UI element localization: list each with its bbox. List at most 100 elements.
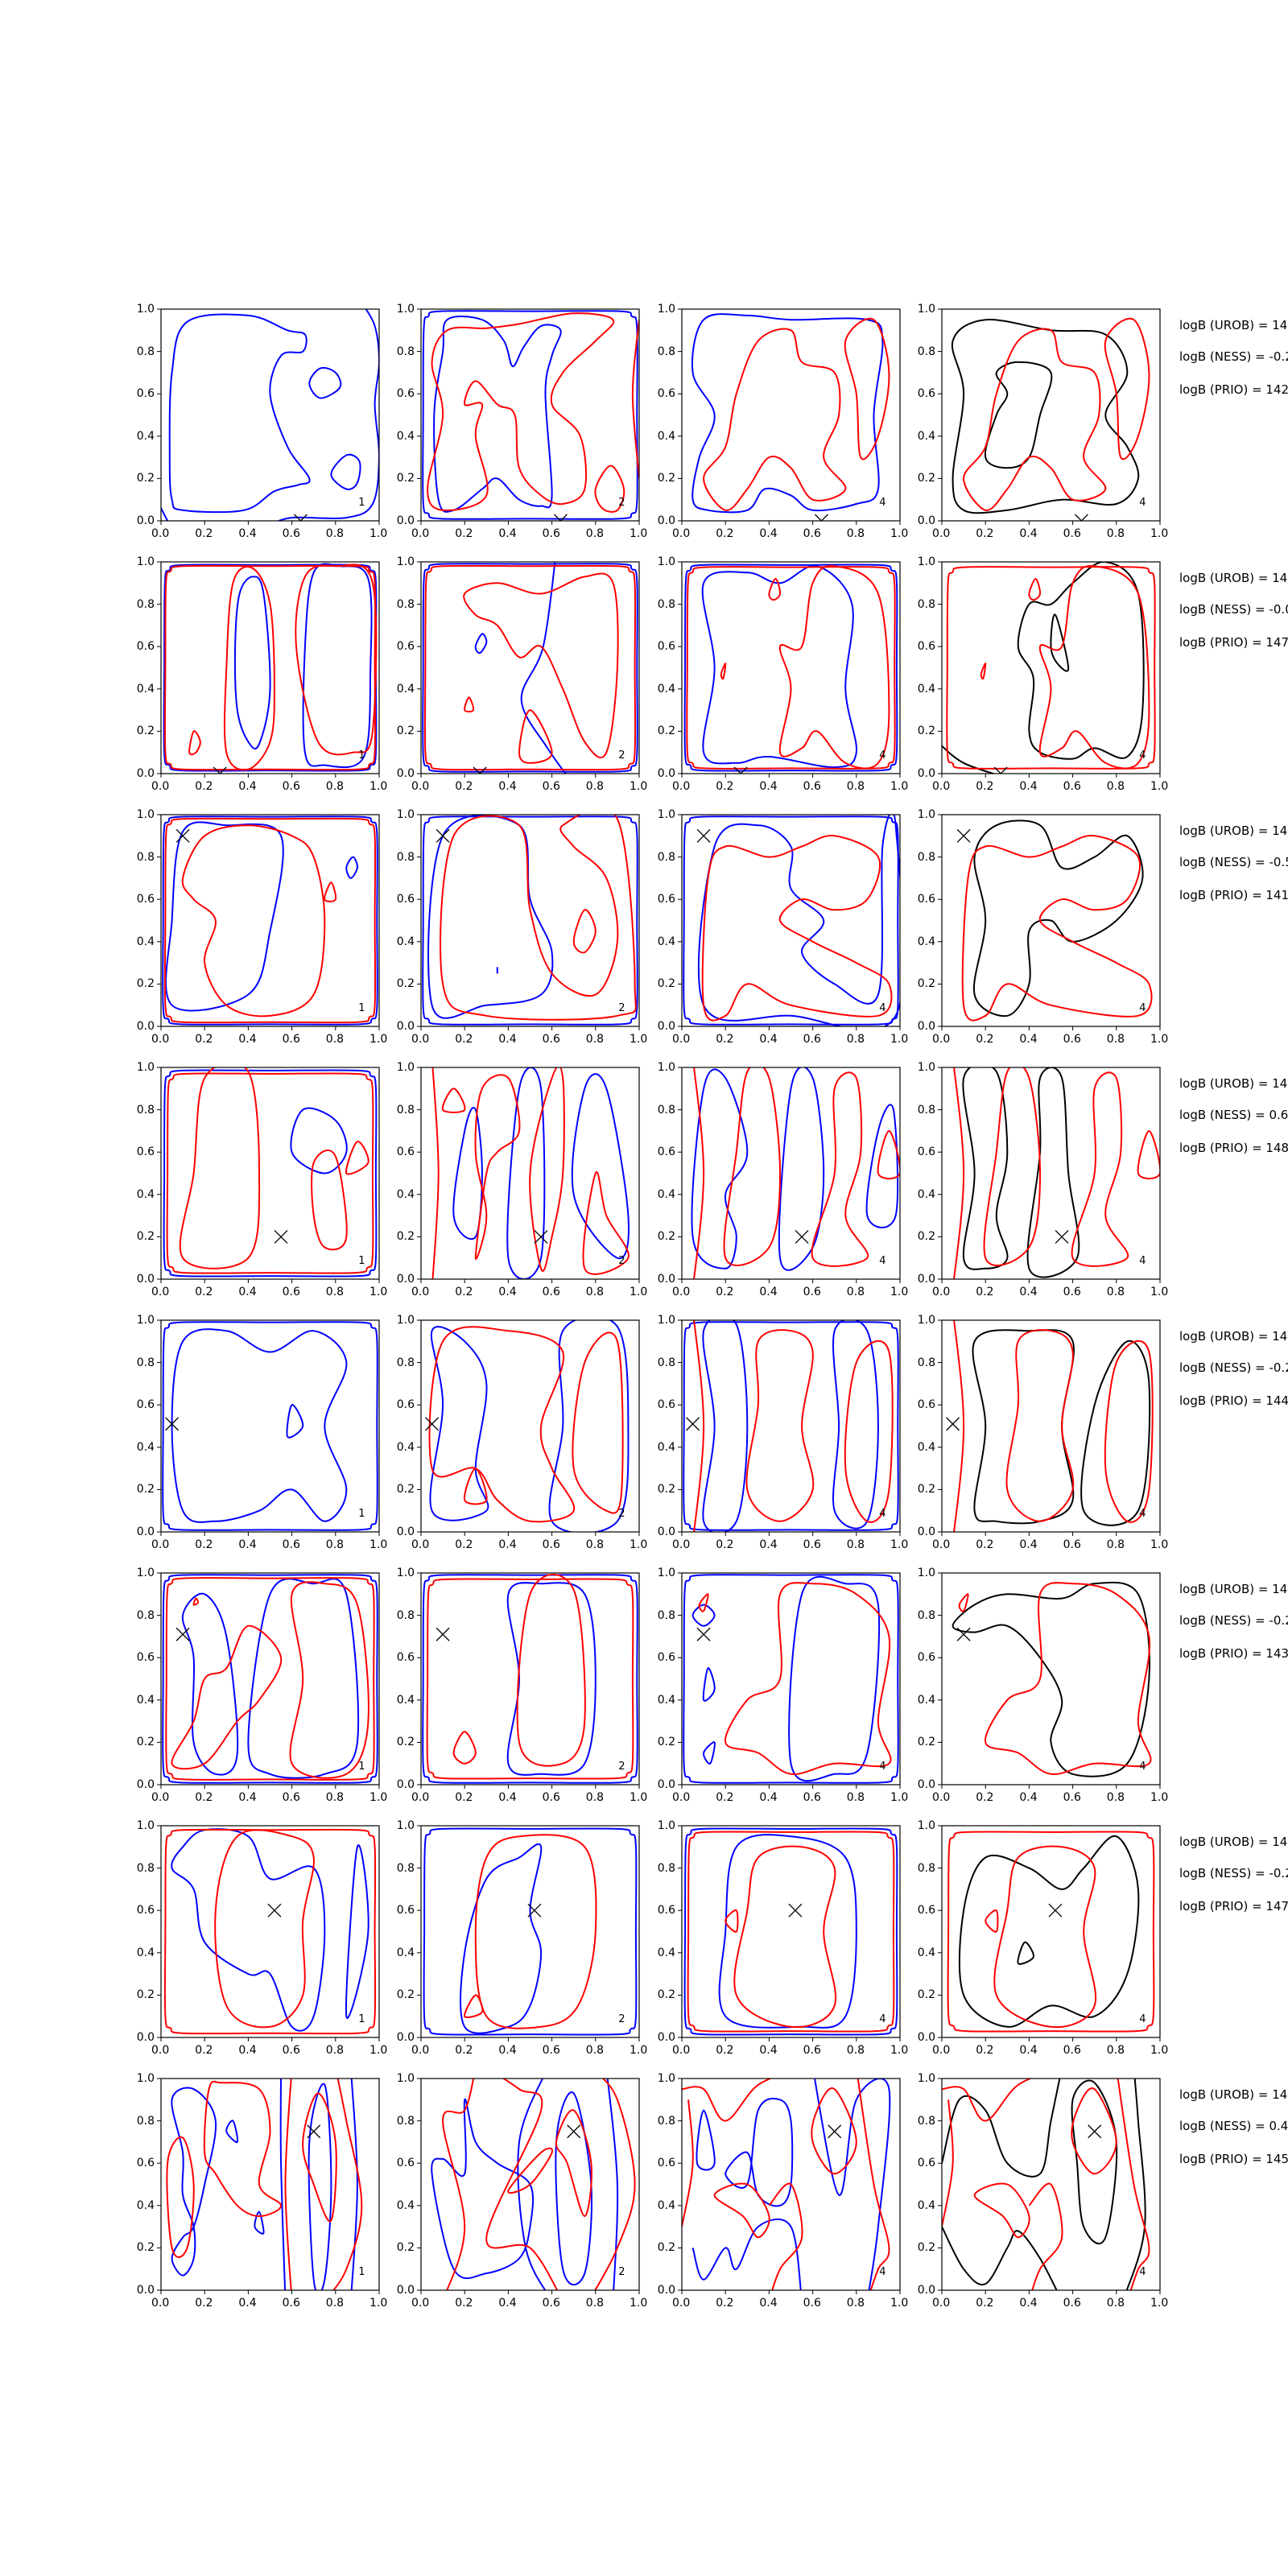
x-marker: [956, 1627, 971, 1641]
y-tick-label: 0.4: [657, 935, 675, 948]
black-contour-line: [942, 2079, 1061, 2178]
y-tick-label: 0.6: [657, 1398, 675, 1412]
y-tick-label: 0.2: [917, 1230, 935, 1244]
y-tick-label: 0.4: [917, 429, 935, 443]
red-contour-line: [713, 2182, 770, 2239]
blue-contour-line: [724, 2097, 794, 2207]
y-tick-label: 0.4: [917, 1946, 935, 1959]
axes-frame: [160, 1067, 380, 1280]
x-tick-label: 0.2: [976, 2297, 994, 2310]
black-contour-line: [1080, 1340, 1151, 1526]
red-contour-line: [555, 2109, 592, 2218]
y-tick-label: 0.4: [657, 1187, 675, 1201]
panel-number-label: 1: [358, 1255, 365, 1268]
x-tick-label: 0.4: [238, 1286, 257, 1298]
x-tick-label: 0.4: [498, 780, 517, 793]
blue-contour-line: [254, 2211, 265, 2235]
red-contour-line: [594, 464, 625, 513]
panel-number-label: 1: [358, 749, 365, 762]
y-tick-label: 0.0: [657, 514, 675, 527]
contour-panel: 0.0 0.2 0.4 0.6 0.8 1.0 0.0 0.2 0.4 0.6 0.8 1.0 4: [658, 303, 909, 539]
red-contour-line: [720, 663, 727, 680]
axes-frame: [160, 308, 380, 522]
y-tick-label: 0.6: [136, 1904, 155, 1918]
axes-frame: [941, 1825, 1161, 2038]
axes-frame: [681, 2078, 901, 2291]
y-tick-label: 0.2: [917, 2241, 935, 2255]
y-tick-label: 0.0: [136, 1020, 155, 1033]
x-marker: [165, 1417, 180, 1431]
blue-contour-line: [520, 562, 567, 774]
red-contour-line: [686, 566, 896, 770]
x-tick-label: 0.4: [238, 1791, 257, 1804]
y-tick-label: 1.0: [917, 2072, 935, 2085]
panel-number-label: 4: [1139, 1508, 1146, 1521]
x-tick-label: 0.8: [1106, 527, 1125, 540]
x-tick-label: 0.4: [759, 2297, 778, 2310]
plot-area: [417, 1067, 640, 1283]
plot-area: [417, 1825, 640, 2041]
plot-area: [938, 2078, 1161, 2294]
x-tick-label: 1.0: [369, 1033, 388, 1046]
y-tick-label: 0.6: [917, 1398, 935, 1412]
x-tick-label: 1.0: [890, 1286, 909, 1298]
y-tick-label: 0.0: [917, 1273, 935, 1286]
panel-number-label: 2: [618, 1002, 625, 1015]
red-contour-line: [324, 881, 337, 902]
red-contour-line: [485, 2079, 559, 2290]
red-contour-line: [778, 564, 890, 770]
logb-annotation: logB (NESS) = -0.0: [1179, 602, 1288, 617]
x-tick-label: 0.2: [716, 2297, 734, 2310]
red-contour-line: [516, 1573, 586, 1767]
x-marker: [993, 766, 1008, 774]
x-tick-label: 1.0: [369, 2297, 388, 2310]
blue-contour-line: [691, 1604, 716, 1627]
blue-contour-line: [171, 1828, 326, 2032]
y-tick-label: 0.8: [396, 1608, 415, 1622]
panel-number-label: 1: [358, 1508, 365, 1521]
y-tick-label: 1.0: [657, 808, 675, 821]
x-tick-label: 0.8: [846, 1033, 865, 1046]
x-tick-label: 1.0: [630, 2044, 648, 2057]
red-contour-line: [463, 572, 619, 758]
x-marker: [828, 2124, 842, 2139]
x-tick-label: 1.0: [1150, 527, 1169, 540]
y-tick-label: 0.4: [136, 429, 155, 443]
x-tick-label: 0.2: [455, 1538, 473, 1551]
panel-number-label: 4: [879, 497, 886, 510]
y-tick-label: 0.0: [917, 2284, 935, 2297]
y-tick-label: 0.6: [136, 893, 155, 906]
y-tick-label: 0.6: [136, 1651, 155, 1665]
black-contour-line: [972, 819, 1144, 1018]
x-tick-label: 0.2: [976, 1538, 994, 1551]
x-tick-label: 0.8: [325, 1286, 345, 1298]
panel-number-label: 2: [618, 1255, 625, 1268]
blue-contour-line: [345, 1844, 369, 2019]
x-tick-label: 0.6: [803, 2297, 821, 2310]
x-tick-label: 0.2: [716, 1033, 734, 1046]
logb-annotation: logB (NESS) = 0.66: [1179, 1108, 1288, 1122]
x-tick-label: 0.6: [1063, 1286, 1081, 1298]
red-contour-line: [1071, 1071, 1129, 1267]
x-tick-label: 0.0: [932, 2044, 951, 2057]
x-tick-label: 0.6: [1063, 1538, 1081, 1551]
x-tick-label: 0.0: [932, 1286, 951, 1298]
x-tick-label: 0.2: [455, 1286, 473, 1298]
red-contour-line: [698, 1593, 709, 1612]
x-tick-label: 0.0: [932, 1538, 951, 1551]
x-tick-label: 0.8: [325, 527, 345, 540]
blue-contour-line: [164, 821, 284, 1012]
y-tick-label: 0.8: [396, 2114, 415, 2128]
red-contour-line: [947, 1831, 1155, 2033]
y-tick-label: 0.8: [917, 1356, 935, 1369]
plot-area: [678, 2078, 901, 2294]
y-tick-label: 0.6: [136, 2157, 155, 2170]
blue-contour-line: [865, 1104, 899, 1228]
red-contour-line: [724, 1909, 739, 1933]
red-contour-line: [703, 328, 847, 511]
plot-area: [938, 1825, 1161, 2041]
contour-panel: 0.0 0.2 0.4 0.6 0.8 1.0 0.0 0.2 0.4 0.6 0.8 1.0 1: [137, 1315, 388, 1550]
x-tick-label: 0.2: [455, 2044, 473, 2057]
y-tick-label: 0.8: [136, 1356, 155, 1369]
blue-contour-line: [422, 1574, 638, 1784]
